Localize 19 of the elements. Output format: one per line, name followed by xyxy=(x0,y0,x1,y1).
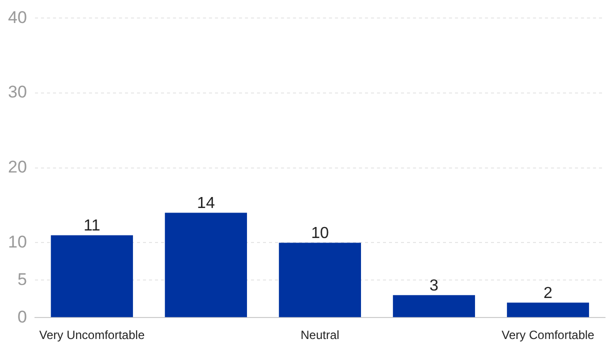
x-tick-label: Neutral xyxy=(300,328,340,342)
y-tick-label: 5 xyxy=(17,270,27,289)
y-tick-label: 30 xyxy=(8,82,27,102)
bar xyxy=(164,212,247,318)
y-tick-label: 10 xyxy=(8,232,27,252)
data-label: 14 xyxy=(197,195,215,212)
bar xyxy=(506,302,590,318)
data-label: 3 xyxy=(430,278,439,295)
x-tick-label: Very Uncomfortable xyxy=(39,328,145,342)
bar xyxy=(50,235,133,318)
data-label: 11 xyxy=(84,218,100,235)
bar xyxy=(392,295,476,318)
data-label: 10 xyxy=(311,225,329,242)
y-tick-label: 40 xyxy=(8,8,27,27)
y-tick-label: 0 xyxy=(17,307,27,326)
y-tick-label: 20 xyxy=(8,158,27,177)
data-label: 2 xyxy=(544,285,553,302)
bar xyxy=(278,242,361,318)
x-tick-label: Very Comfortable xyxy=(502,328,595,342)
